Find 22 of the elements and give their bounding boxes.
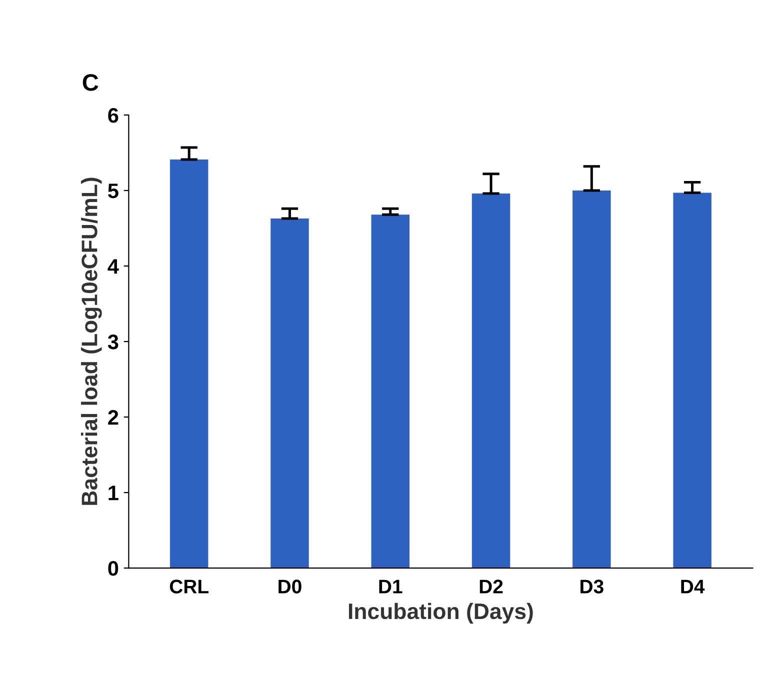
bar [270,218,309,568]
y-tick-label: 2 [108,410,118,425]
x-tick-label: D4 [681,580,705,594]
y-tick-label: 1 [108,486,118,500]
y-axis-title: Bacterial load (Log10eCFU/mL) [81,178,102,505]
x-tick-label: CRL [170,580,208,594]
chart-title: C [82,74,98,91]
bar [170,160,208,568]
x-tick-label: D1 [379,580,402,594]
bar [572,190,611,568]
bar [371,214,410,568]
y-tick-label: 4 [108,259,119,274]
bar [472,194,510,568]
y-tick-label: 3 [108,334,118,350]
x-tick-label: D2 [480,580,503,594]
y-tick-label: 0 [108,561,118,576]
x-tick-label: D0 [278,580,302,594]
x-axis-title: Incubation (Days) [348,602,533,624]
y-tick-label: 5 [108,184,118,198]
x-tick-label: D3 [580,580,604,594]
bar [673,192,712,568]
y-tick-label: 6 [108,108,118,123]
